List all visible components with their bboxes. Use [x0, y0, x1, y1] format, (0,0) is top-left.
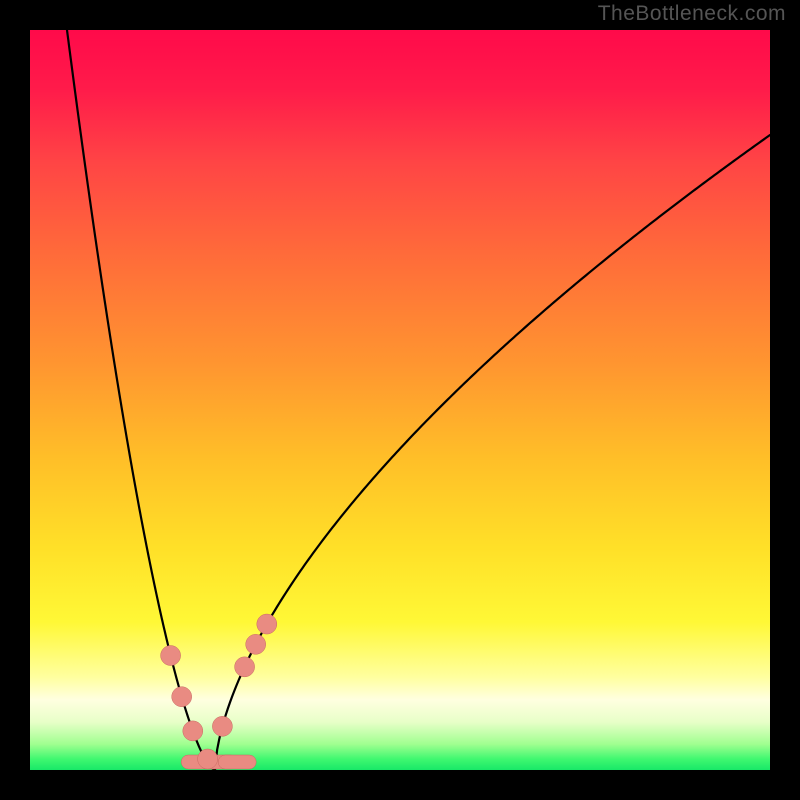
curve-marker	[161, 646, 181, 666]
curve-marker	[198, 749, 218, 769]
curve-marker	[257, 614, 277, 634]
curve-marker-flat	[218, 755, 256, 769]
curve-marker	[235, 657, 255, 677]
curve-marker	[212, 716, 232, 736]
curve-marker	[172, 687, 192, 707]
plot-background	[30, 30, 770, 770]
curve-marker	[246, 634, 266, 654]
chart-svg	[0, 0, 800, 800]
curve-marker	[183, 721, 203, 741]
chart-root: TheBottleneck.com	[0, 0, 800, 800]
